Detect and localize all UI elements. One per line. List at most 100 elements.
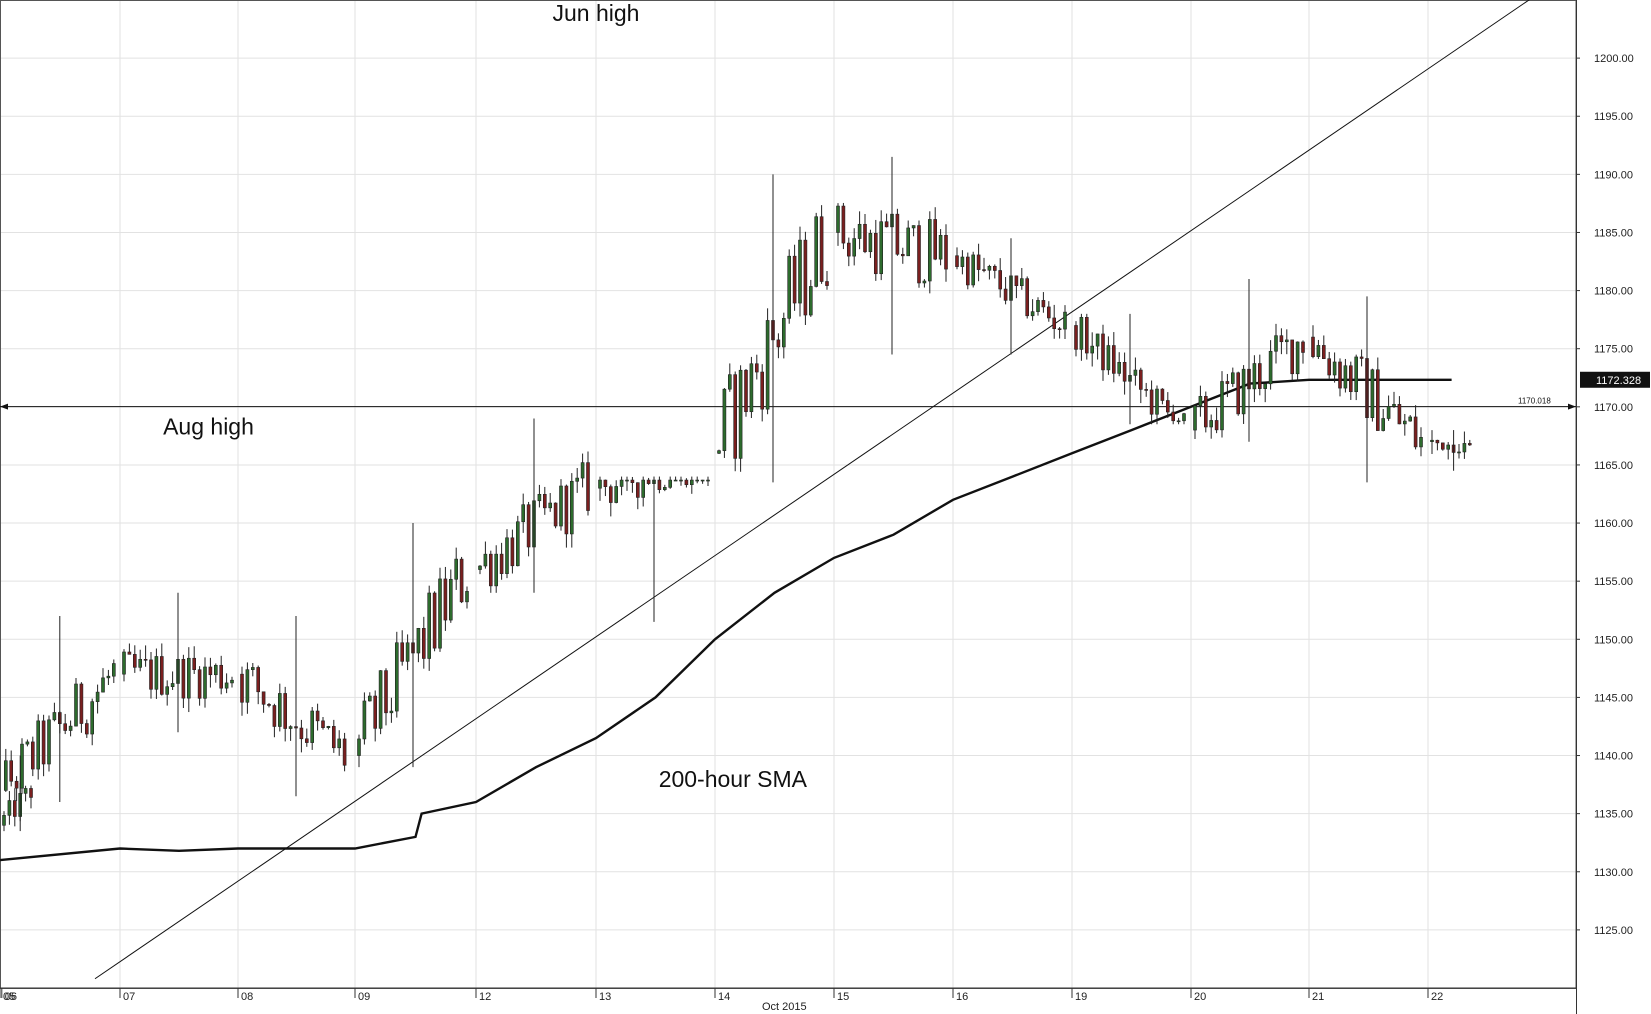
aug-high: Aug high bbox=[163, 414, 254, 440]
candle-body-14-3 bbox=[733, 374, 738, 459]
candle-body-13-3 bbox=[614, 486, 619, 503]
candle-body-06-5 bbox=[30, 741, 35, 770]
candle-body-09-5 bbox=[384, 670, 388, 714]
candle-body-13-16 bbox=[684, 479, 689, 486]
candle-body-06-20 bbox=[112, 663, 116, 677]
candle-body-14-11 bbox=[776, 339, 781, 348]
candle-body-20-14 bbox=[1268, 350, 1273, 385]
candle-body-08-0 bbox=[240, 673, 244, 703]
candle-body-16-16 bbox=[1041, 300, 1046, 308]
candle-body-06-11 bbox=[63, 723, 68, 731]
x-tick-label: 08 bbox=[241, 991, 253, 1003]
candle-body-22-1 bbox=[1435, 439, 1440, 444]
candle-body-08-18 bbox=[337, 738, 342, 749]
candle-body-06-16 bbox=[90, 701, 94, 735]
candle-body-16-9 bbox=[1003, 288, 1008, 301]
candle-body-12-2 bbox=[488, 553, 493, 587]
candle-body-09-20 bbox=[465, 591, 469, 603]
candle-body-20-15 bbox=[1274, 335, 1278, 352]
candle-body-21-12 bbox=[1376, 369, 1380, 431]
candle-body-08-17 bbox=[331, 726, 336, 749]
x-tick-label: 13 bbox=[599, 991, 611, 1003]
candle-body-09-3 bbox=[373, 695, 378, 729]
candle-body-21-20 bbox=[1419, 437, 1423, 448]
candle-body-15-6 bbox=[868, 233, 873, 253]
candle-body-16-18 bbox=[1052, 317, 1056, 329]
candle-body-19-7 bbox=[1112, 345, 1116, 374]
candle-body-20-6 bbox=[1225, 381, 1230, 384]
candle-body-12-15 bbox=[559, 485, 563, 527]
candle-body-06-14 bbox=[79, 683, 84, 724]
candle-body-22-6 bbox=[1462, 443, 1467, 453]
candle-body-22-2 bbox=[1441, 442, 1445, 450]
candle-body-22-3 bbox=[1446, 444, 1450, 450]
candle-body-16-17 bbox=[1047, 306, 1051, 319]
candle-body-13-8 bbox=[641, 479, 646, 498]
candle-body-21-6 bbox=[1343, 365, 1348, 389]
candle-body-19-11 bbox=[1133, 369, 1138, 376]
candle-body-16-20 bbox=[1063, 311, 1067, 330]
candle-body-07-9 bbox=[170, 683, 175, 687]
candle-body-09-4 bbox=[378, 670, 383, 729]
x-tick-label: 05 bbox=[3, 991, 15, 1003]
candle-body-20-5 bbox=[1220, 381, 1224, 431]
candle-body-16-0 bbox=[955, 255, 959, 267]
candle-body-20-17 bbox=[1285, 339, 1289, 343]
candle-body-07-20 bbox=[230, 679, 234, 684]
candle-body-15-14 bbox=[911, 225, 916, 229]
candle-body-14-9 bbox=[765, 320, 770, 410]
candle-body-19-5 bbox=[1101, 333, 1105, 371]
candle-body-12-6 bbox=[510, 537, 515, 567]
candle-body-06-13 bbox=[74, 683, 78, 727]
candle-body-07-3 bbox=[138, 658, 142, 668]
candle-body-13-11 bbox=[657, 479, 662, 490]
candle-body-06-18 bbox=[101, 677, 105, 693]
horizontal-level-label: 1170.018 bbox=[1518, 397, 1551, 406]
candle-body-15-7 bbox=[873, 233, 878, 275]
candle-body-12-19 bbox=[580, 462, 585, 479]
y-tick-label: 1165.00 bbox=[1594, 460, 1633, 472]
candle-body-05-1 bbox=[7, 800, 12, 816]
candle-body-21-5 bbox=[1338, 361, 1342, 389]
candle-body-16-6 bbox=[987, 265, 992, 271]
candle-body-21-2 bbox=[1322, 345, 1326, 359]
candle-body-20-18 bbox=[1290, 339, 1294, 375]
candle-body-13-7 bbox=[635, 482, 640, 498]
candle-body-13-1 bbox=[603, 479, 608, 487]
candle-body-09-19 bbox=[459, 558, 464, 603]
horizontal-level-right-arrow bbox=[1568, 403, 1576, 410]
x-tick-label: 21 bbox=[1312, 991, 1324, 1003]
candle-body-12-12 bbox=[542, 493, 547, 509]
candle-body-09-13 bbox=[427, 592, 432, 659]
candle-body-13-2 bbox=[608, 486, 613, 503]
candle-body-07-11 bbox=[181, 658, 186, 699]
x-tick-label: 20 bbox=[1194, 991, 1206, 1003]
candle-body-13-17 bbox=[689, 479, 694, 486]
plot-border bbox=[0, 0, 1577, 989]
candle-body-21-0 bbox=[1311, 336, 1315, 357]
candle-body-21-14 bbox=[1386, 406, 1391, 419]
candle-body-09-14 bbox=[432, 592, 437, 649]
candle-body-20-11 bbox=[1252, 363, 1257, 390]
candle-body-19-2 bbox=[1085, 317, 1089, 354]
x-tick-label: 06 bbox=[5, 991, 17, 1003]
candle-body-13-0 bbox=[598, 479, 602, 489]
candle-body-21-16 bbox=[1397, 404, 1402, 425]
candle-body-09-11 bbox=[416, 628, 421, 654]
candle-body-15-18 bbox=[933, 219, 938, 260]
candle-body-19-9 bbox=[1122, 361, 1127, 382]
candle-body-12-14 bbox=[553, 502, 558, 527]
candle-body-15-19 bbox=[938, 234, 943, 260]
candle-body-08-6 bbox=[272, 705, 277, 727]
trend-line-path bbox=[94, 0, 1530, 980]
candle-body-19-3 bbox=[1090, 345, 1094, 354]
candle-body-20-12 bbox=[1258, 363, 1262, 389]
y-tick-label: 1130.00 bbox=[1594, 867, 1633, 879]
candle-body-16-8 bbox=[998, 270, 1003, 290]
candle-body-07-14 bbox=[197, 669, 202, 699]
candle-body-20-13 bbox=[1263, 383, 1267, 389]
candle-body-19-6 bbox=[1106, 345, 1111, 371]
candle-body-09-8 bbox=[400, 642, 405, 662]
